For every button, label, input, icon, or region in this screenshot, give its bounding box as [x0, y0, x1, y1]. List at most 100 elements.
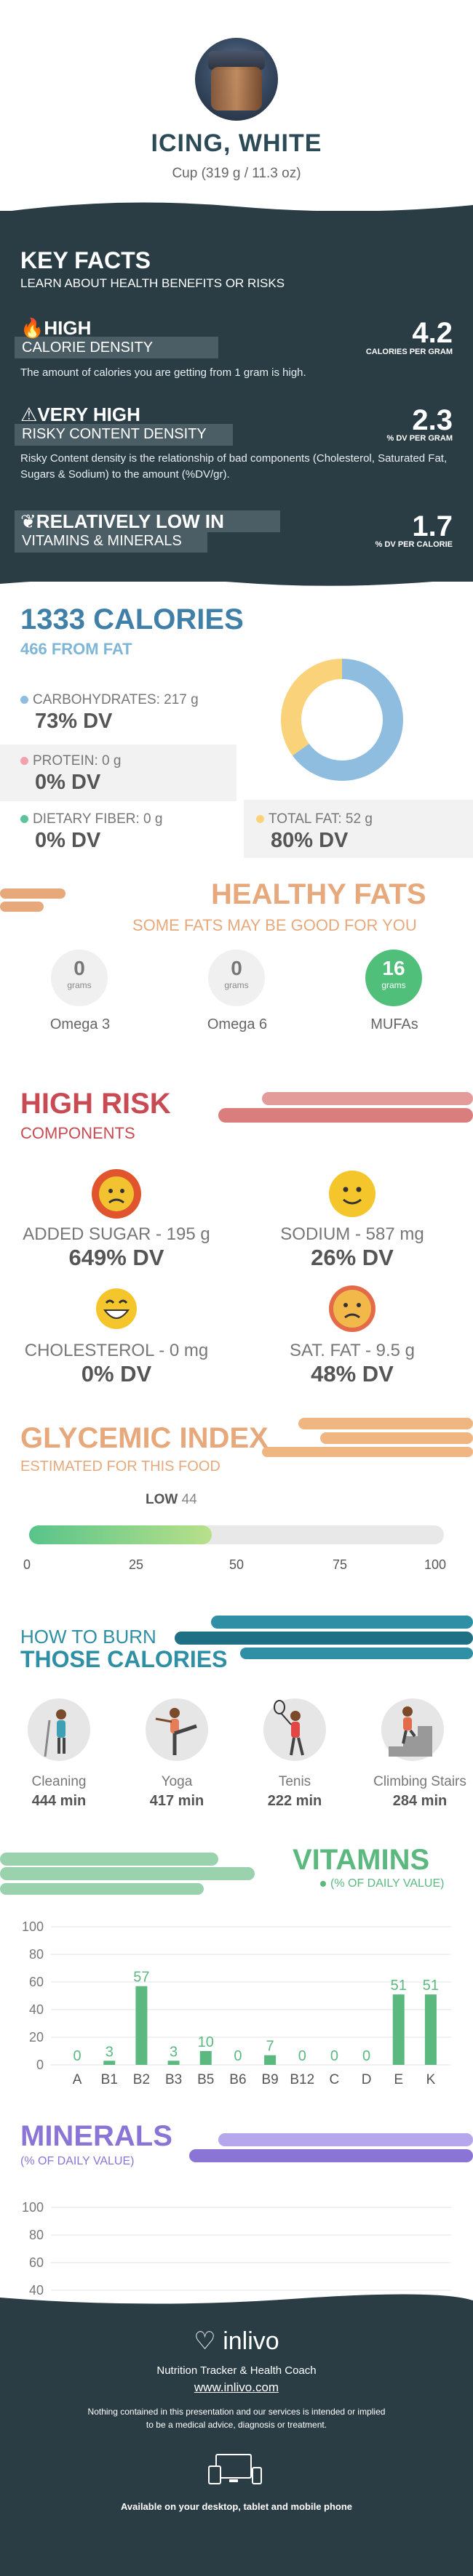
bar	[167, 2061, 180, 2065]
y-tick-label: 60	[29, 1975, 44, 1989]
high-risk-subtitle: COMPONENTS	[20, 1124, 135, 1142]
bar	[392, 1994, 405, 2065]
leaf-icon: ❦	[20, 510, 36, 532]
carbs-label: CARBOHYDRATES: 217 g	[20, 692, 199, 708]
x-tick-label: B3	[165, 2072, 182, 2087]
bar-value-label: 10	[198, 2034, 214, 2050]
mufa-label: MUFAs	[370, 1016, 418, 1032]
calorie-donut	[281, 659, 403, 781]
omega6-bubble: 0 grams	[208, 950, 265, 1006]
bar	[264, 2055, 277, 2065]
fiber-dv: 0% DV	[35, 829, 101, 852]
fact-name: CALORIE DENSITY	[22, 340, 154, 356]
fact-name: VITAMINS & MINERALS	[22, 533, 182, 549]
deco-bar	[189, 2149, 473, 2162]
deco-bar	[298, 1418, 473, 1429]
key-facts-title: KEY FACTS	[20, 247, 151, 273]
bar-value-label: 0	[234, 2048, 242, 2064]
bar-value-label: 0	[73, 2048, 82, 2064]
food-name: ICING, WHITE	[151, 129, 322, 157]
minerals-title: MINERALS	[20, 2120, 172, 2152]
warning-icon: ⚠	[20, 404, 38, 425]
deco-bar	[211, 1616, 473, 1629]
burn-minutes: 444 min	[31, 1793, 87, 1809]
risk-dv: 48% DV	[311, 1361, 394, 1387]
gi-tick: 75	[333, 1557, 348, 1572]
footer-tagline: Nutrition Tracker & Health Coach	[156, 2364, 317, 2377]
deco-bar	[218, 2133, 473, 2146]
fact-value: 4.2	[412, 317, 453, 349]
footer-disclaimer-1: Nothing contained in this presentation a…	[87, 2407, 386, 2417]
glycemic-title: GLYCEMIC INDEX	[20, 1422, 269, 1454]
fact-value: 2.3	[412, 404, 453, 436]
deco-bar	[0, 902, 44, 912]
risk-label: CHOLESTEROL - 0 mg	[24, 1341, 209, 1360]
deco-bar	[218, 1108, 473, 1123]
calories-title: 1333 CALORIES	[20, 603, 244, 635]
bar	[135, 1986, 148, 2065]
y-tick-label: 80	[29, 2228, 44, 2242]
x-tick-label: A	[73, 2072, 82, 2087]
fact-level: ❦RELATIVELY LOW IN	[20, 510, 224, 532]
omega3-bubble: 0 grams	[51, 950, 108, 1006]
bar-value-label: 7	[266, 2039, 274, 2055]
footer-url[interactable]: www.inlivo.com	[194, 2380, 279, 2394]
protein-bg	[0, 745, 236, 801]
angry-face-icon	[92, 1169, 141, 1219]
omega6-label: Omega 6	[207, 1016, 268, 1032]
fact-level: ⚠VERY HIGH	[20, 404, 140, 425]
bar-value-label: 3	[106, 2044, 114, 2060]
bar-value-label: 0	[298, 2048, 306, 2064]
fact-band	[15, 510, 280, 532]
sad-face-icon	[327, 1284, 377, 1333]
footer-available: Available on your desktop, tablet and mo…	[120, 2501, 353, 2512]
risk-label: ADDED SUGAR - 195 g	[23, 1224, 210, 1244]
fact-unit: % DV PER CALORIE	[375, 540, 453, 549]
protein-label: PROTEIN: 0 g	[20, 753, 121, 769]
deco-bar	[0, 1867, 255, 1880]
fat-dot	[256, 815, 264, 824]
tennis-icon	[263, 1698, 326, 1761]
vitamins-chart: 0 20 40 60 80 100 0 A 3 B1 57 B2 3 B3 10 B5 0 B6 7 B9 0 B12 0 C…	[22, 1919, 451, 2087]
deco-bar	[262, 1092, 473, 1105]
deco-bar	[0, 1853, 218, 1866]
bar-value-label: 0	[330, 2048, 338, 2064]
fact-unit: % DV PER GRAM	[386, 434, 453, 443]
bar-value-label: 51	[423, 1978, 439, 1994]
vitamins-title: VITAMINS	[293, 1844, 430, 1876]
jar-body	[211, 67, 262, 111]
footer	[0, 2305, 473, 2576]
key-facts-subtitle: LEARN ABOUT HEALTH BENEFITS OR RISKS	[20, 276, 285, 290]
burn-minutes: 222 min	[267, 1793, 322, 1809]
x-tick-label: B12	[290, 2072, 314, 2087]
bar-value-label: 3	[170, 2044, 178, 2060]
heart-logo-icon: ♡	[194, 2327, 216, 2355]
fact-name: RISKY CONTENT DENSITY	[22, 426, 207, 442]
gi-tick: 25	[129, 1557, 144, 1572]
x-tick-label: B9	[261, 2072, 278, 2087]
gi-tick: 100	[424, 1557, 447, 1572]
fact-band	[15, 424, 233, 446]
burn-minutes: 417 min	[149, 1793, 204, 1809]
mufa-bubble: 16 grams	[365, 950, 422, 1006]
risk-dv: 26% DV	[311, 1245, 394, 1270]
x-tick-label: C	[330, 2072, 340, 2087]
burn-activity: Climbing Stairs	[373, 1774, 466, 1789]
omega3-label: Omega 3	[49, 1016, 111, 1032]
carbs-dot	[20, 696, 28, 705]
minerals-subtitle: (% OF DAILY VALUE)	[20, 2155, 135, 2167]
glycemic-subtitle: ESTIMATED FOR THIS FOOD	[20, 1458, 220, 1474]
fiber-label: DIETARY FIBER: 0 g	[20, 811, 162, 827]
y-tick-label: 40	[29, 2283, 44, 2298]
grin-face-icon	[92, 1284, 141, 1333]
burn-activity: Yoga	[161, 1774, 193, 1789]
y-tick-label: 20	[29, 2030, 44, 2045]
glycemic-level: LOW 44	[146, 1492, 197, 1507]
y-tick-label: 80	[29, 1947, 44, 1962]
burn-activity: Tenis	[278, 1774, 311, 1789]
fact-desc: The amount of calories you are getting f…	[20, 366, 306, 379]
glycemic-fill	[29, 1525, 212, 1544]
bar	[424, 1994, 437, 2065]
fat-dv: 80% DV	[271, 829, 349, 852]
fat-bg	[244, 800, 473, 858]
